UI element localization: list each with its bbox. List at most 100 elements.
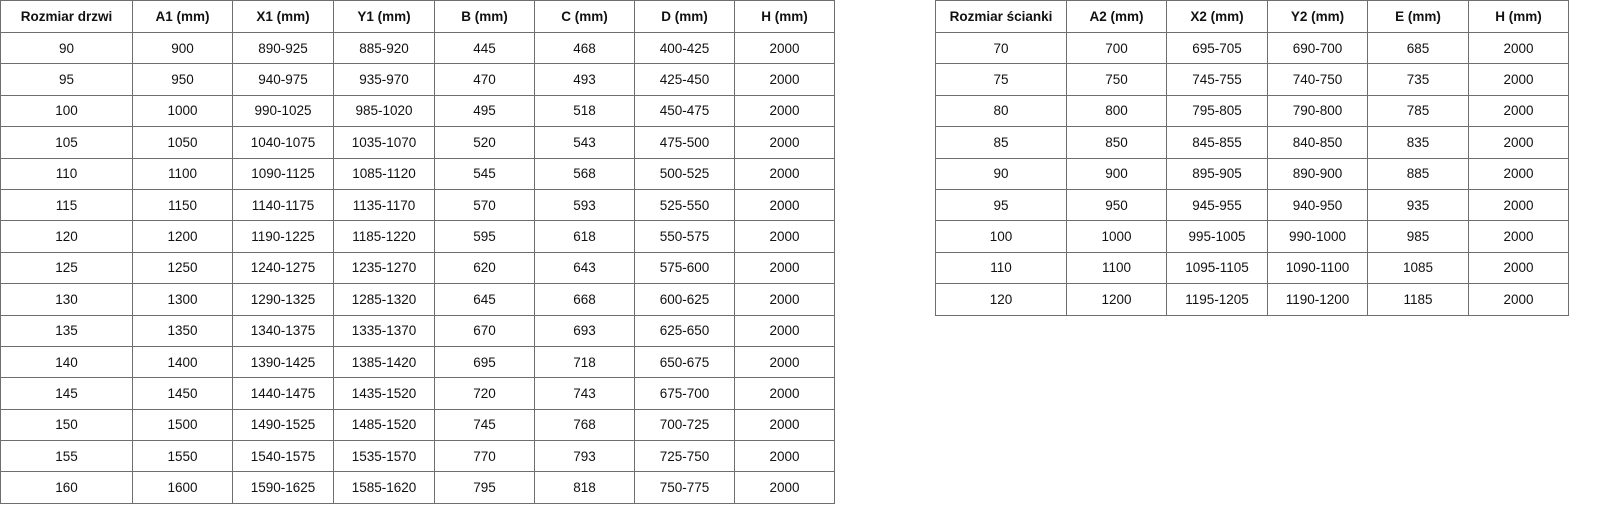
table-cell: 735: [1367, 63, 1469, 96]
table-row: 150 1500 1490-1525 1485-1520 745 768 700-725 20…: [0, 408, 835, 442]
table-cell: 450-475: [634, 94, 735, 128]
table-cell: 935: [1367, 188, 1469, 222]
table-cell: 600-625: [634, 283, 735, 316]
table-cell: 1185-1220: [333, 220, 435, 253]
table-cell: 845-855: [1166, 126, 1268, 159]
table-cell: 2000: [734, 471, 835, 504]
table-cell: 800: [1066, 94, 1167, 128]
table-cell: 885: [1367, 157, 1469, 190]
table-cell: 155: [0, 440, 133, 473]
column-header: A2 (mm): [1066, 0, 1167, 33]
column-header: C (mm): [534, 0, 635, 33]
table-cell: 618: [534, 220, 635, 253]
table-cell: 1000: [132, 94, 233, 128]
table-cell: 1140-1175: [232, 188, 334, 222]
table-cell: 100: [935, 220, 1067, 253]
table-cell: 2000: [1468, 283, 1569, 316]
table-cell: 1535-1570: [333, 440, 435, 473]
table-cell: 643: [534, 251, 635, 285]
table-cell: 940-975: [232, 63, 334, 96]
table-cell: 675-700: [634, 377, 735, 410]
table-cell: 850: [1066, 126, 1167, 159]
table-cell: 650-675: [634, 345, 735, 379]
table-cell: 1200: [1066, 283, 1167, 316]
table-cell: 2000: [1468, 251, 1569, 285]
table-cell: 1550: [132, 440, 233, 473]
table-cell: 575-600: [634, 251, 735, 285]
table-row: 155 1550 1540-1575 1535-1570 770 793 725-750 20…: [0, 440, 835, 473]
table-row: 80 800 795-805 790-800 785 2000: [935, 94, 1569, 128]
table-cell: 70: [935, 31, 1067, 65]
table-cell: 95: [0, 63, 133, 96]
table-cell: 620: [434, 251, 535, 285]
table-cell: 445: [434, 31, 535, 65]
table-cell: 718: [534, 345, 635, 379]
table-row: 85 850 845-855 840-850 835 2000: [935, 126, 1569, 159]
table-cell: 2000: [734, 31, 835, 65]
table-cell: 2000: [734, 345, 835, 379]
table-cell: 2000: [734, 314, 835, 347]
table-row: 70 700 695-705 690-700 685 2000: [935, 31, 1569, 65]
table-cell: 685: [1367, 31, 1469, 65]
table-cell: 700: [1066, 31, 1167, 65]
column-header: Y2 (mm): [1267, 0, 1368, 33]
table-row: 95 950 945-955 940-950 935 2000: [935, 188, 1569, 222]
table-cell: 695: [434, 345, 535, 379]
column-header: H (mm): [1468, 0, 1569, 33]
table-cell: 468: [534, 31, 635, 65]
table-cell: 695-705: [1166, 31, 1268, 65]
door-dimensions-table: Rozmiar drzwi A1 (mm) X1 (mm) Y1 (mm) B (mm)…: [0, 0, 835, 504]
table-cell: 835: [1367, 126, 1469, 159]
table-cell: 125: [0, 251, 133, 285]
table-cell: 1340-1375: [232, 314, 334, 347]
table-row: 125 1250 1240-1275 1235-1270 620 643 575-600 20…: [0, 251, 835, 285]
table-cell: 668: [534, 283, 635, 316]
wall-dimensions-table: Rozmiar ścianki A2 (mm) X2 (mm) Y2 (mm) E (m…: [935, 0, 1569, 316]
table-cell: 543: [534, 126, 635, 159]
table-cell: 745: [434, 408, 535, 442]
column-header: E (mm): [1367, 0, 1469, 33]
table-cell: 740-750: [1267, 63, 1368, 96]
column-header: H (mm): [734, 0, 835, 33]
table-cell: 1235-1270: [333, 251, 435, 285]
table-cell: 1085: [1367, 251, 1469, 285]
table-cell: 90: [0, 31, 133, 65]
table-cell: 795-805: [1166, 94, 1268, 128]
table-cell: 1240-1275: [232, 251, 334, 285]
table-cell: 1390-1425: [232, 345, 334, 379]
table-cell: 80: [935, 94, 1067, 128]
table-row: 95 950 940-975 935-970 470 493 425-450 2000: [0, 63, 835, 96]
table-cell: 1600: [132, 471, 233, 504]
table-row: 120 1200 1190-1225 1185-1220 595 618 550-575 20…: [0, 220, 835, 253]
table-cell: 2000: [1468, 157, 1569, 190]
table-cell: 2000: [1468, 94, 1569, 128]
table-cell: 625-650: [634, 314, 735, 347]
table-row: 145 1450 1440-1475 1435-1520 720 743 675-700 20…: [0, 377, 835, 410]
table-row: 120 1200 1195-1205 1190-1200 1185 2000: [935, 283, 1569, 316]
table-cell: 743: [534, 377, 635, 410]
table-cell: 720: [434, 377, 535, 410]
table-cell: 950: [132, 63, 233, 96]
table-cell: 935-970: [333, 63, 435, 96]
table-cell: 1135-1170: [333, 188, 435, 222]
table-row: 90 900 890-925 885-920 445 468 400-425 2000: [0, 31, 835, 65]
table-cell: 985: [1367, 220, 1469, 253]
table-cell: 1485-1520: [333, 408, 435, 442]
table-cell: 140: [0, 345, 133, 379]
table-cell: 768: [534, 408, 635, 442]
table-row: 105 1050 1040-1075 1035-1070 520 543 475-500 20…: [0, 126, 835, 159]
column-header: Rozmiar drzwi: [0, 0, 133, 33]
table-cell: 1435-1520: [333, 377, 435, 410]
table-cell: 593: [534, 188, 635, 222]
table-cell: 1090-1100: [1267, 251, 1368, 285]
table-cell: 120: [935, 283, 1067, 316]
table-cell: 2000: [1468, 188, 1569, 222]
table-cell: 693: [534, 314, 635, 347]
table-cell: 1585-1620: [333, 471, 435, 504]
table-cell: 570: [434, 188, 535, 222]
table-cell: 2000: [734, 188, 835, 222]
table-row: 160 1600 1590-1625 1585-1620 795 818 750-775 20…: [0, 471, 835, 504]
table-cell: 2000: [1468, 63, 1569, 96]
table-cell: 840-850: [1267, 126, 1368, 159]
table-cell: 493: [534, 63, 635, 96]
